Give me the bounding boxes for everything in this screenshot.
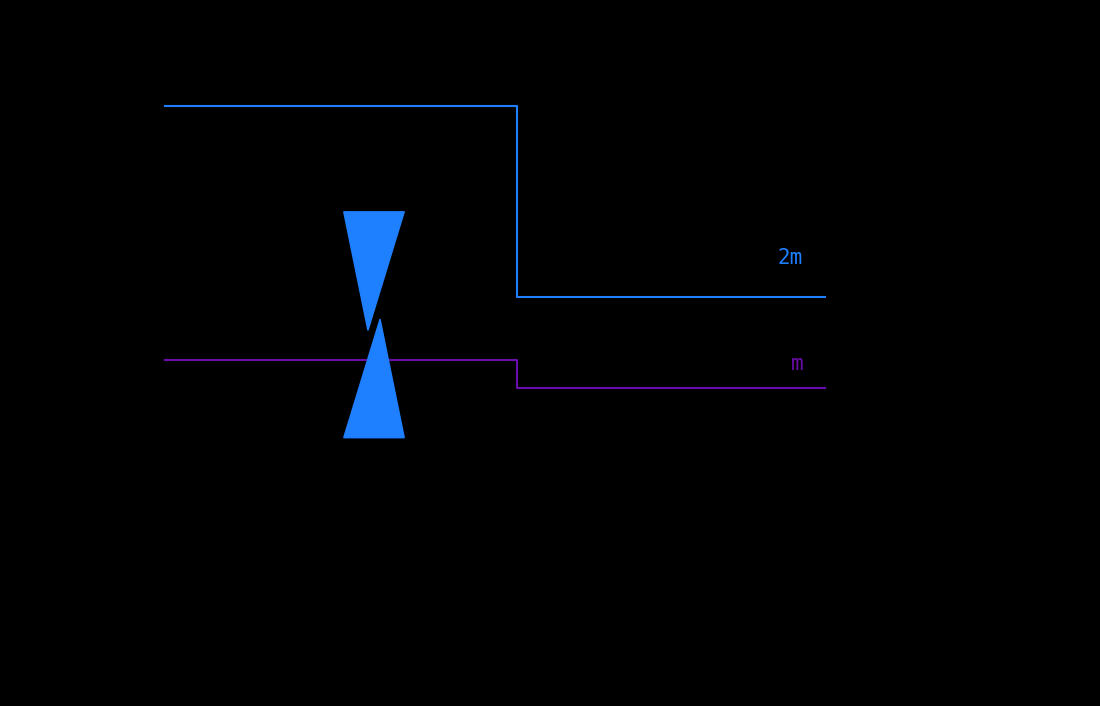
Text: 2m: 2m [778,249,803,268]
Polygon shape [343,212,405,330]
Polygon shape [343,319,405,438]
Text: m: m [791,354,803,374]
